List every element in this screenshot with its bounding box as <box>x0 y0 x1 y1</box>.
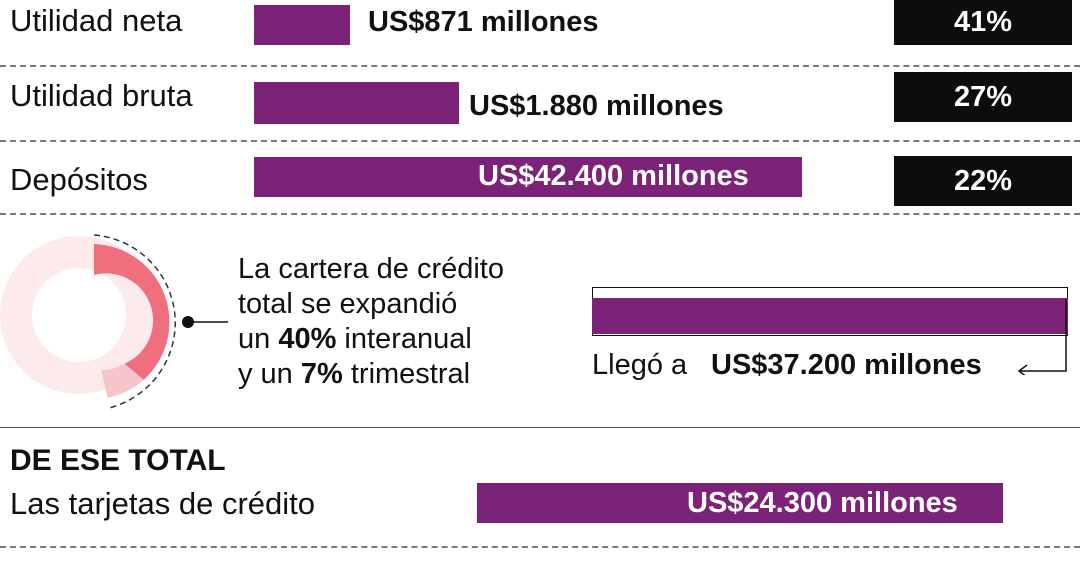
growth-badge-depositos: 22% <box>894 156 1072 206</box>
row-label-depositos: Depósitos <box>10 162 148 197</box>
row-label-utilidad-bruta: Utilidad bruta <box>10 78 193 113</box>
quarterly-growth-value: 7% <box>300 358 343 390</box>
row-label-tarjetas-de-credito: Las tarjetas de crédito <box>10 486 316 521</box>
note-line-1: La cartera de crédito <box>238 253 504 285</box>
bar-utilidad-neta <box>254 5 350 45</box>
bar-utilidad-bruta <box>254 82 459 124</box>
donut-annual-growth-slice <box>94 244 170 380</box>
donut-quarterly-growth-slice <box>101 363 144 398</box>
section-divider <box>0 427 1080 428</box>
row-label-utilidad-neta: Utilidad neta <box>10 3 183 38</box>
note-line-2: total se expandió <box>238 288 458 320</box>
section-title-de-ese-total: DE ESE TOTAL <box>10 444 226 477</box>
value-label-depositos: US$42.400 millones <box>478 160 749 192</box>
donut-rest-slice <box>0 236 158 394</box>
credit-portfolio-note: La cartera de crédito total se expandió … <box>238 252 504 392</box>
bar-portfolio-total <box>592 298 1068 334</box>
arrow-head <box>1017 364 1028 375</box>
annual-growth-value: 40% <box>278 323 337 355</box>
note-line-3: un 40% interanual <box>238 323 472 355</box>
row-divider <box>0 546 1080 548</box>
note-line-4: y un 7% trimestral <box>238 358 471 390</box>
growth-badge-utilidad-neta: 41% <box>894 0 1072 45</box>
growth-badge-utilidad-bruta: 27% <box>894 72 1072 122</box>
row-divider <box>0 65 1080 67</box>
credit-portfolio-donut-chart <box>0 234 228 409</box>
portfolio-value-label: US$37.200 millones <box>711 349 982 381</box>
bar-depositos <box>254 157 802 197</box>
value-label-utilidad-neta: US$871 millones <box>368 6 599 38</box>
donut-outer-dashed-arc <box>93 234 176 409</box>
value-label-tarjetas-de-credito: US$24.300 millones <box>687 487 958 519</box>
bracket-line <box>1020 299 1067 372</box>
bar-tarjetas-de-credito <box>477 483 1003 523</box>
value-label-utilidad-bruta: US$1.880 millones <box>469 90 724 122</box>
row-divider <box>0 140 1080 142</box>
portfolio-prefix: Llegó a <box>592 349 688 381</box>
row-divider <box>0 213 1080 215</box>
portfolio-bracket-arrow <box>1017 299 1067 375</box>
